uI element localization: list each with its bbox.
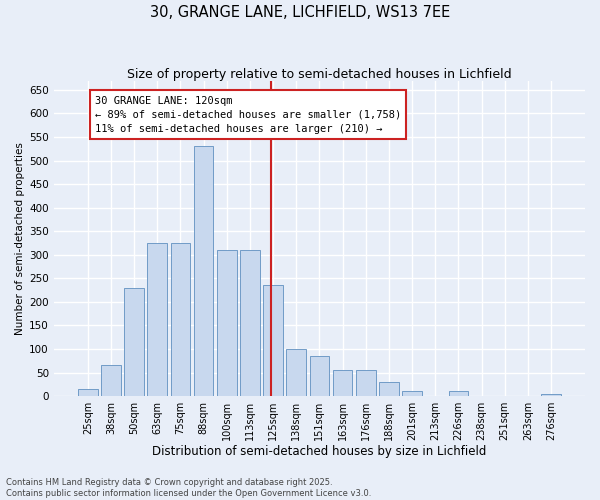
Bar [333,370,352,396]
Bar [379,382,399,396]
Text: 30 GRANGE LANE: 120sqm
← 89% of semi-detached houses are smaller (1,758)
11% of : 30 GRANGE LANE: 120sqm ← 89% of semi-det… [95,96,401,134]
Bar [78,389,98,396]
Bar [217,250,236,396]
Bar [286,349,306,396]
Bar [124,288,144,396]
Text: Contains HM Land Registry data © Crown copyright and database right 2025.
Contai: Contains HM Land Registry data © Crown c… [6,478,371,498]
Bar [101,366,121,396]
Bar [148,243,167,396]
Bar [449,392,468,396]
Bar [194,146,214,396]
Text: 30, GRANGE LANE, LICHFIELD, WS13 7EE: 30, GRANGE LANE, LICHFIELD, WS13 7EE [150,5,450,20]
Bar [402,392,422,396]
Bar [356,370,376,396]
Bar [310,356,329,396]
X-axis label: Distribution of semi-detached houses by size in Lichfield: Distribution of semi-detached houses by … [152,444,487,458]
Bar [170,243,190,396]
Bar [263,286,283,396]
Y-axis label: Number of semi-detached properties: Number of semi-detached properties [15,142,25,334]
Bar [541,394,561,396]
Bar [240,250,260,396]
Title: Size of property relative to semi-detached houses in Lichfield: Size of property relative to semi-detach… [127,68,512,80]
